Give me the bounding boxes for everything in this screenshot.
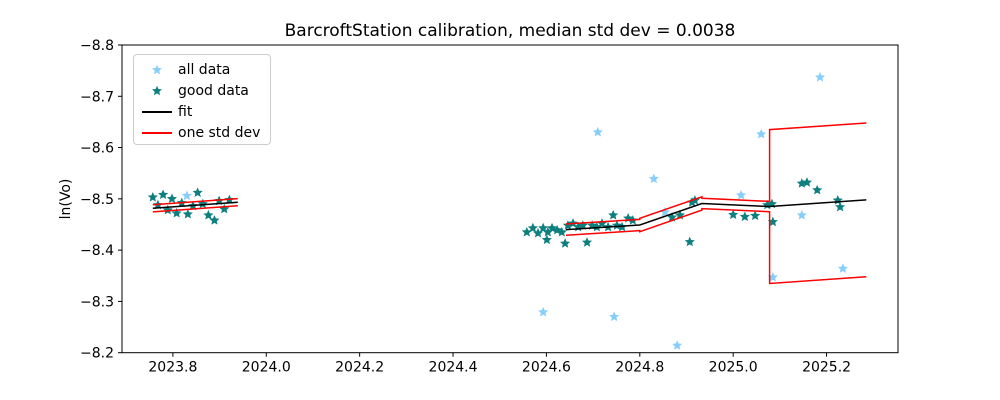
- legend-item-one-std-dev: one std dev: [140, 122, 270, 143]
- good-data-point: [171, 207, 182, 218]
- all-data-point: [672, 340, 683, 350]
- good-data-point: [203, 209, 214, 220]
- one-std-dev-line: [565, 207, 867, 285]
- all-data-star-icon: [152, 64, 162, 74]
- good-data-point: [728, 209, 739, 220]
- x-tick-label: 2024.0: [242, 360, 291, 376]
- y-axis-label: ln(Vo): [58, 178, 74, 220]
- all-data-point: [592, 126, 603, 137]
- good-data-point: [182, 208, 193, 219]
- good-data-point: [147, 192, 158, 202]
- good-data-point: [577, 220, 588, 230]
- good-data-star-icon: [152, 85, 162, 95]
- all-data-point: [181, 190, 192, 201]
- x-tick-label: 2024.6: [522, 360, 571, 376]
- good-data-point: [192, 187, 203, 197]
- good-data-point: [542, 226, 553, 237]
- good-data-point: [527, 222, 538, 233]
- one-std-dev-line: [152, 205, 238, 213]
- all-data-point: [756, 128, 767, 139]
- x-tick-label: 2024.4: [429, 360, 478, 376]
- x-tick-label: 2024.8: [615, 360, 664, 376]
- good-data-point: [538, 222, 549, 233]
- fit-line-icon: [142, 110, 172, 113]
- one-std-dev-line: [565, 122, 867, 225]
- fit-line: [565, 199, 867, 231]
- y-tick-label: −8.7: [80, 89, 114, 105]
- good-data-point: [209, 215, 220, 225]
- all-data-point: [736, 189, 747, 200]
- all-data-point: [814, 72, 826, 82]
- all-data-point: [648, 173, 659, 184]
- good-data-point: [556, 226, 567, 237]
- all-data-point: [837, 263, 848, 273]
- all-data-point: [659, 206, 671, 217]
- good-data-point: [739, 211, 750, 222]
- legend: all data good data fit one std dev: [133, 54, 271, 145]
- good-data-point: [835, 201, 846, 212]
- good-data-point: [750, 210, 761, 221]
- legend-label: fit: [178, 103, 193, 120]
- good-data-point: [162, 204, 173, 215]
- good-data-point: [158, 189, 169, 200]
- good-data-point: [801, 177, 812, 187]
- good-data-point: [684, 236, 695, 247]
- y-tick-label: −8.6: [80, 141, 114, 157]
- chart-title: BarcroftStation calibration, median std …: [284, 21, 736, 41]
- legend-label: one std dev: [178, 124, 261, 141]
- y-tick-label: −8.5: [80, 192, 114, 208]
- good-data-point: [582, 237, 593, 247]
- all-data-point: [538, 306, 549, 317]
- y-tick-label: −8.8: [80, 38, 114, 54]
- x-tick-label: 2023.8: [148, 360, 197, 376]
- x-tick-label: 2025.2: [802, 360, 851, 376]
- good-data-point: [521, 226, 532, 237]
- good-data-point: [591, 221, 602, 232]
- good-data-point: [812, 184, 823, 195]
- good-data-point: [687, 197, 698, 207]
- legend-item-good-data: good data: [140, 80, 270, 101]
- legend-label: all data: [178, 61, 231, 78]
- y-tick-label: −8.3: [80, 294, 114, 310]
- legend-item-all-data: all data: [140, 59, 270, 80]
- good-data-point: [197, 198, 208, 209]
- all-data-point: [796, 209, 807, 220]
- good-data-point: [166, 193, 177, 204]
- all-data-point: [609, 311, 620, 322]
- legend-label: good data: [178, 82, 249, 99]
- good-data-point: [832, 195, 843, 205]
- one-std-dev-line: [152, 197, 238, 206]
- good-data-point: [608, 209, 619, 220]
- x-tick-label: 2024.2: [335, 360, 384, 376]
- good-data-point: [219, 203, 230, 214]
- legend-item-fit: fit: [140, 101, 270, 122]
- y-tick-label: −8.4: [80, 243, 114, 259]
- x-tick-label: 2025.0: [709, 360, 758, 376]
- fit-line: [152, 201, 238, 210]
- good-data-point: [532, 227, 544, 238]
- good-data-point: [541, 234, 552, 245]
- y-tick-label: −8.2: [80, 346, 114, 362]
- std-dev-line-icon: [142, 131, 172, 134]
- good-data-point: [560, 238, 571, 248]
